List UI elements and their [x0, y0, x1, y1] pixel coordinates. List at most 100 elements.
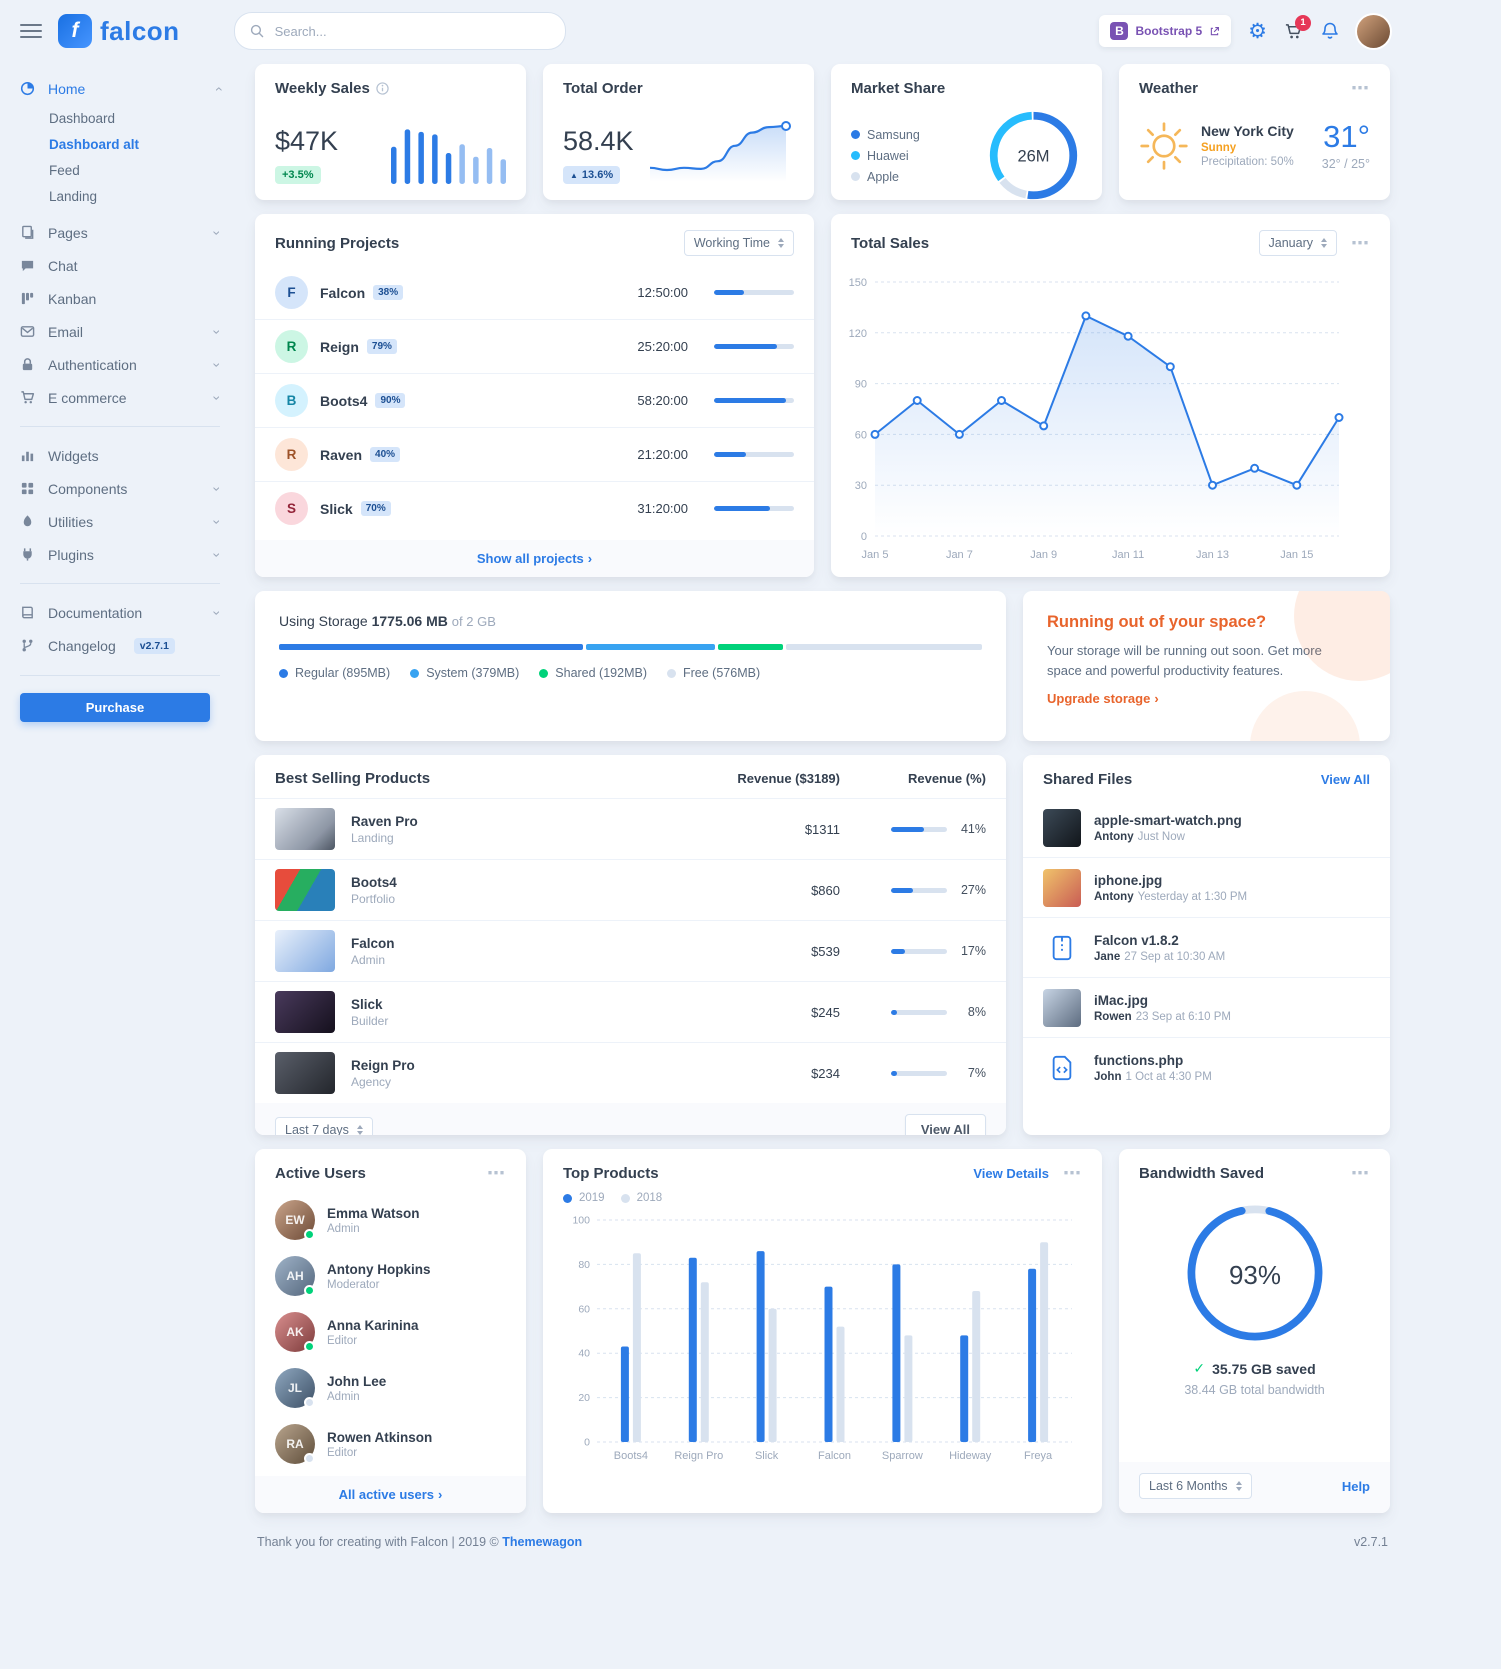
last-6-months-select[interactable]: Last 6 Months [1139, 1473, 1252, 1499]
file-meta: Jane 27 Sep at 10:30 AM [1094, 951, 1370, 963]
sidebar-item-widgets[interactable]: Widgets [20, 439, 220, 472]
archive-file-icon [1043, 929, 1081, 967]
product-pct-bar [891, 1009, 947, 1015]
sidebar-item-e-commerce[interactable]: E commerce › [20, 381, 226, 414]
project-name-link[interactable]: Slick [320, 500, 353, 517]
project-name-link[interactable]: Boots4 [320, 392, 368, 409]
all-active-users-link[interactable]: All active users › [255, 1476, 526, 1513]
user-avatar[interactable] [1357, 14, 1390, 48]
ellipsis-menu-icon[interactable]: ⋯ [1063, 1163, 1082, 1184]
sidebar-item-authentication[interactable]: Authentication › [20, 348, 226, 381]
ellipsis-menu-icon[interactable]: ⋯ [1351, 78, 1370, 99]
project-name-link[interactable]: Raven [320, 446, 363, 463]
product-revenue-pct: 41% [856, 822, 986, 836]
space-warning-body: Your storage will be running out soon. G… [1047, 643, 1322, 678]
bootstrap-label: Bootstrap 5 [1135, 24, 1203, 38]
sidebar-item-dashboard[interactable]: Dashboard [49, 110, 116, 126]
user-name-link[interactable]: Emma Watson [327, 1205, 420, 1221]
product-name-link[interactable]: Raven Pro [351, 813, 418, 829]
user-role: Editor [327, 1446, 358, 1459]
project-progress-fill [714, 452, 746, 457]
sidebar-item-kanban[interactable]: Kanban [20, 282, 220, 315]
sidebar-item-plugins[interactable]: Plugins › [20, 538, 226, 571]
sidebar-item-feed[interactable]: Feed [49, 162, 80, 178]
view-all-button[interactable]: View All [904, 1114, 986, 1135]
legend-2019[interactable]: 2019 [563, 1192, 605, 1204]
sidebar-item-chat[interactable]: Chat [20, 249, 220, 282]
file-name-link[interactable]: functions.php [1094, 1052, 1184, 1068]
user-name-link[interactable]: Anna Karinina [327, 1317, 419, 1333]
sidebar-divider [20, 426, 220, 427]
working-time-select[interactable]: Working Time [683, 230, 794, 256]
cart-button[interactable]: 1 [1284, 14, 1311, 41]
menu-toggle-button[interactable] [20, 24, 42, 38]
sort-arrows-icon [356, 1124, 363, 1135]
footer-version: v2.7.1 [1353, 1535, 1388, 1549]
sidebar-item-utilities[interactable]: Utilities › [20, 505, 226, 538]
file-name-link[interactable]: apple-smart-watch.png [1094, 812, 1242, 828]
help-link[interactable]: Help [1341, 1478, 1370, 1494]
user-row: AH Antony Hopkins Moderator [255, 1248, 526, 1304]
themewagon-link[interactable]: Themewagon [502, 1535, 583, 1549]
upgrade-storage-link[interactable]: Upgrade storage › [1047, 691, 1159, 706]
storage-legend-label: Shared (192MB) [555, 666, 647, 680]
product-name-link[interactable]: Boots4 [351, 874, 397, 890]
sidebar-item-components[interactable]: Components › [20, 472, 226, 505]
ellipsis-menu-icon[interactable]: ⋯ [487, 1163, 506, 1184]
file-info: apple-smart-watch.png Antony Just Now [1094, 813, 1370, 843]
bootstrap5-badge[interactable]: B Bootstrap 5 [1099, 15, 1232, 47]
notifications-bell-button[interactable] [1320, 21, 1340, 41]
sidebar-item-landing[interactable]: Landing [49, 188, 98, 204]
month-select[interactable]: January [1258, 230, 1337, 256]
bandwidth-saved: ✓ 35.75 GB saved [1193, 1360, 1316, 1377]
project-name-link[interactable]: Falcon [320, 284, 366, 301]
legend-2018[interactable]: 2018 [620, 1192, 662, 1204]
sidebar: Home › Dashboard Dashboard alt Feed Landing Pa… [0, 62, 230, 722]
sidebar-item-email[interactable]: Email › [20, 315, 226, 348]
user-name-link[interactable]: John Lee [327, 1373, 387, 1389]
best-selling-title: Best Selling Products [275, 770, 431, 787]
total-sales-title: Total Sales [851, 234, 930, 252]
projects-list: F Falcon 38% 12:50:00 R Reign 79% 25:20:00 B Boot… [255, 266, 814, 535]
show-all-projects-link[interactable]: Show all projects › [255, 540, 814, 577]
project-name-link[interactable]: Reign [320, 338, 359, 355]
info-icon[interactable] [376, 82, 389, 95]
market-share-legend-item: Apple [851, 170, 920, 184]
ellipsis-menu-icon[interactable]: ⋯ [1351, 232, 1370, 253]
falcon-logo[interactable]: f falcon [58, 14, 180, 48]
sidebar-item-changelog[interactable]: Changelog v2.7.1 [20, 629, 220, 662]
product-pct-bar [891, 826, 947, 832]
sidebar-item-documentation[interactable]: Documentation › [20, 596, 226, 629]
user-name-link[interactable]: Antony Hopkins [327, 1261, 431, 1277]
product-thumbnail [275, 1052, 335, 1094]
caret-up-icon: ▲ [570, 170, 578, 180]
shared-files-view-all-link[interactable]: View All [1320, 772, 1370, 787]
last-7-days-select[interactable]: Last 7 days [275, 1116, 373, 1135]
topbar-actions: B Bootstrap 5 ⚙ 1 [1099, 14, 1390, 48]
file-meta: Antony Yesterday at 1:30 PM [1094, 891, 1370, 903]
top-products-card: Top Products View Details ⋯ 2019 2018 0 2… [543, 1149, 1102, 1513]
sidebar-item-dashboard-alt[interactable]: Dashboard alt [49, 136, 140, 152]
view-details-link[interactable]: View Details [973, 1166, 1049, 1181]
ellipsis-menu-icon[interactable]: ⋯ [1351, 1163, 1370, 1184]
purchase-button[interactable]: Purchase [20, 693, 210, 722]
product-name-link[interactable]: Falcon [351, 935, 395, 951]
product-pct-fill [891, 1070, 897, 1076]
search-input[interactable] [272, 22, 550, 40]
product-info: Falcon Admin [351, 936, 674, 967]
product-name-link[interactable]: Reign Pro [351, 1057, 415, 1073]
sidebar-item-pages[interactable]: Pages › [20, 216, 226, 249]
file-name-link[interactable]: iMac.jpg [1094, 992, 1149, 1008]
user-name-link[interactable]: Rowen Atkinson [327, 1429, 433, 1445]
chevron-down-icon: › [209, 362, 226, 367]
file-name-link[interactable]: iphone.jpg [1094, 872, 1163, 888]
pie-chart-icon [20, 81, 37, 96]
search-box[interactable] [233, 12, 566, 50]
settings-gear-icon[interactable]: ⚙ [1248, 19, 1267, 43]
storage-segment-system [586, 644, 715, 650]
product-name-link[interactable]: Slick [351, 996, 383, 1012]
sidebar-item-home[interactable]: Home › [20, 72, 226, 105]
file-row: apple-smart-watch.png Antony Just Now [1023, 798, 1390, 857]
sidebar-item-label: Home [48, 80, 86, 97]
file-name-link[interactable]: Falcon v1.8.2 [1094, 932, 1179, 948]
